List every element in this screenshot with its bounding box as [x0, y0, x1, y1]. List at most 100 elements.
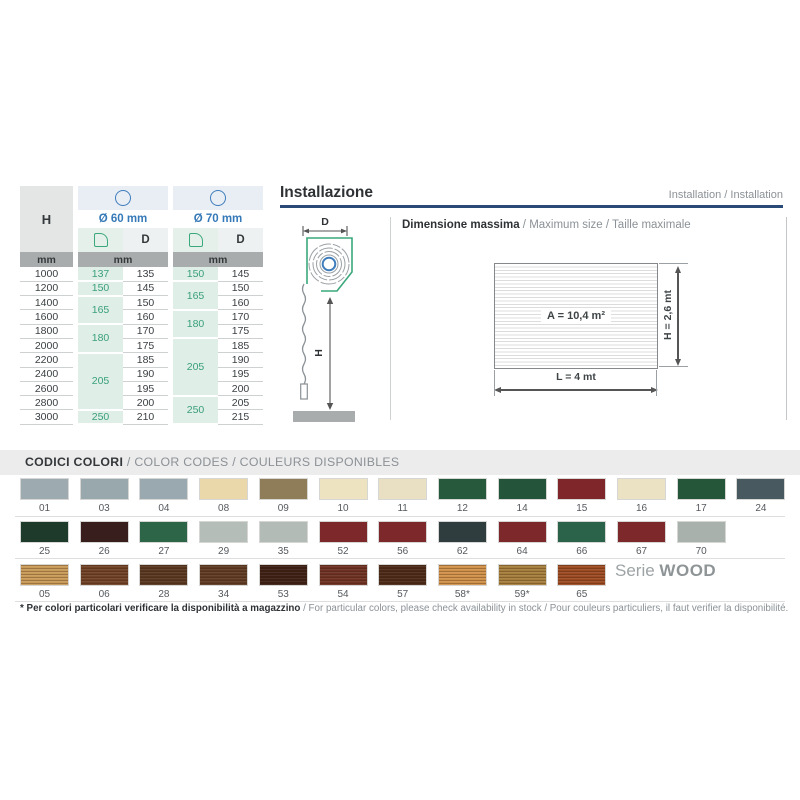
- color-swatch-label: 54: [337, 589, 349, 600]
- color-swatch-label: 29: [218, 546, 230, 557]
- color-swatch: [258, 521, 308, 543]
- row-separator: [15, 601, 785, 602]
- max-size-label: Dimensione massima / Maximum size / Tail…: [402, 219, 691, 231]
- h-column-header: H: [20, 186, 73, 252]
- color-swatch: [79, 564, 129, 586]
- height-cell: 2600: [20, 381, 73, 397]
- tube-circle-icon: [115, 190, 131, 206]
- height-cell: 2400: [20, 367, 73, 382]
- color-swatch-label: 34: [218, 589, 230, 600]
- tube-band: [78, 186, 168, 210]
- tube-size-cell: 150: [173, 267, 218, 283]
- height-cell: 2200: [20, 352, 73, 368]
- extension-line: [656, 370, 657, 396]
- color-swatch-label: 04: [158, 503, 170, 514]
- tube-size-cell: 150: [78, 281, 123, 297]
- tube-size-cell: 250: [173, 395, 218, 426]
- max-size-area-diagram: A = 10,4 m²: [494, 263, 658, 369]
- color-swatch-label: 52: [337, 546, 349, 557]
- height-cell: 2000: [20, 338, 73, 354]
- length-value-label: L = 4 mt: [556, 371, 596, 383]
- height-cell: 3000: [20, 409, 73, 425]
- color-swatch: [20, 521, 69, 543]
- color-swatch-label: 01: [38, 503, 51, 514]
- row-separator: [15, 558, 785, 559]
- footnote-rest: / For particular colors, please check av…: [300, 603, 789, 614]
- color-swatch: [557, 478, 607, 500]
- color-swatch: [318, 564, 368, 586]
- d-size-cell: 210: [123, 409, 168, 425]
- arrow-right-icon: [341, 228, 347, 234]
- d-size-cell: 190: [123, 367, 168, 382]
- d-size-cell: 195: [123, 381, 168, 397]
- color-swatch: [378, 478, 428, 500]
- slat-profile-icon: [188, 233, 203, 247]
- profile-icon-cell: [78, 228, 123, 252]
- roller-d-label: D: [321, 216, 329, 228]
- color-swatch: [139, 564, 189, 586]
- color-swatch: [199, 478, 249, 500]
- d-column-header: D: [218, 228, 263, 252]
- serie-bold: WOOD: [659, 561, 717, 580]
- color-swatch-label: 06: [98, 589, 110, 600]
- color-swatch: [79, 478, 129, 500]
- length-dimension-arrow: [494, 386, 658, 394]
- serie-wood-label: Serie WOOD: [615, 561, 716, 581]
- color-swatch: [258, 564, 308, 586]
- color-swatch-label: 03: [98, 503, 110, 514]
- color-swatch: [199, 521, 249, 543]
- color-swatch-label: 58*: [454, 589, 470, 600]
- color-swatch-label: 16: [635, 503, 648, 514]
- color-swatch: [318, 521, 368, 543]
- serie-prefix: Serie: [615, 561, 660, 580]
- color-swatch: [20, 478, 69, 500]
- color-swatch: [139, 478, 189, 500]
- color-swatch-label: 26: [98, 546, 110, 557]
- color-swatch: [617, 521, 666, 543]
- color-swatch: [676, 521, 726, 543]
- color-swatch: [378, 521, 428, 543]
- color-swatch-label: 14: [516, 503, 528, 514]
- color-swatch-label: 66: [576, 546, 588, 557]
- color-swatch-label: 62: [456, 546, 468, 557]
- color-swatch-label: 12: [456, 503, 468, 514]
- right-border-line: [786, 217, 787, 420]
- arrow-right-icon: [651, 386, 658, 393]
- tube-size-cell: 165: [173, 281, 218, 311]
- color-swatch-label: 57: [397, 589, 409, 600]
- color-swatch-label: 11: [397, 503, 408, 514]
- d-size-cell: 200: [218, 381, 263, 397]
- extension-line: [494, 370, 495, 396]
- arrow-left-icon: [303, 228, 309, 234]
- d-size-cell: 145: [218, 267, 263, 282]
- tube-band: [173, 186, 263, 210]
- height-dimension-arrow: [674, 266, 682, 366]
- color-swatch: [676, 478, 726, 500]
- color-swatch: [20, 564, 69, 586]
- d-size-cell: 190: [218, 352, 263, 368]
- d-size-cell: 200: [123, 395, 168, 411]
- banner-rest-text: / COLOR CODES / COULEURS DISPONIBLES: [123, 455, 400, 469]
- color-swatch-label: 53: [277, 589, 289, 600]
- d-column-header: D: [123, 228, 168, 252]
- height-cell: 1800: [20, 324, 73, 339]
- roller-shutter-diagram: D H: [293, 216, 355, 422]
- slat-profile-icon: [93, 233, 108, 247]
- unit-cell: mm: [78, 252, 168, 267]
- tube-size-cell: 205: [173, 338, 218, 397]
- color-swatch: [497, 564, 547, 586]
- section-title: Installazione: [280, 184, 374, 201]
- d-size-cell: 150: [218, 281, 263, 297]
- d-size-cell: 170: [123, 324, 168, 339]
- color-swatch-label: 10: [337, 503, 349, 514]
- height-value-label: H = 2,6 mt: [662, 290, 674, 340]
- color-swatch: [437, 521, 487, 543]
- extension-line: [659, 263, 688, 264]
- color-swatch-label: 05: [38, 589, 51, 600]
- d-size-cell: 170: [218, 309, 263, 325]
- banner-bold-text: CODICI COLORI: [25, 455, 124, 469]
- height-cell: 1600: [20, 309, 73, 325]
- d-size-cell: 205: [218, 395, 263, 411]
